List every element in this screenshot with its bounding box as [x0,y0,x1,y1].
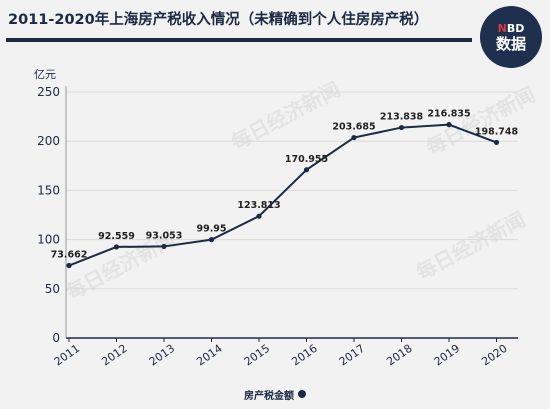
x-tick-label: 2020 [479,342,509,369]
title-divider [6,38,472,42]
legend-label: 房产税金额 [244,390,294,402]
x-tick-label: 2011 [52,342,82,369]
data-label: 73.662 [51,250,88,261]
axes: 0 50 100 150 200 250 2011 2012 2013 2014 2015 2016 2… [37,85,518,368]
x-tick-label: 2014 [194,342,224,369]
data-label: 213.838 [380,112,424,123]
data-point [66,262,72,269]
data-point [303,167,310,173]
data-label: 92.559 [98,231,135,242]
y-axis-unit-label: 亿元 [34,68,56,81]
y-tick-label: 250 [37,85,60,99]
x-tick-label: 2019 [432,342,462,369]
legend-marker [298,390,306,398]
data-point [161,243,167,250]
data-point [208,237,215,243]
series-line-path [68,123,497,267]
y-tick-label: 150 [37,183,60,197]
x-tick-label: 2013 [147,342,177,369]
data-point [351,134,357,141]
x-tick-label: 2016 [289,342,319,369]
data-point [446,122,452,128]
y-tick-label: 0 [52,331,60,345]
data-point [398,124,405,131]
x-tick-label: 2017 [337,342,367,369]
legend: 房产税金额 [0,386,550,402]
data-label: 203.685 [332,122,375,133]
y-tick-label: 200 [37,134,60,148]
data-label: 216.835 [427,109,470,120]
data-label: 198.748 [475,126,519,137]
data-label: 123.813 [237,200,280,211]
data-label: 99.95 [196,224,226,235]
nbd-data-logo: NBD 数据 [480,6,542,68]
logo-text-top: NBD [498,22,525,35]
data-point [113,244,120,250]
logo-letters-bd: BD [506,21,525,35]
chart-title: 2011-2020年上海房产税收入情况（未精确到个人住房房产税） [8,12,429,28]
data-point [493,139,500,146]
logo-letter-n: N [497,21,507,35]
data-label: 170.955 [285,154,328,165]
gridlines [66,91,518,290]
data-label: 93.053 [146,230,183,241]
x-tick-label: 2018 [384,342,414,369]
x-tick-label: 2012 [99,342,129,369]
y-tick-label: 100 [37,233,60,247]
y-tick-label: 50 [45,282,60,296]
x-tick-label: 2015 [242,342,272,369]
series-line: 73.662 92.559 93.053 99.95 123.813 170.955 203… [51,109,519,269]
logo-text-bottom: 数据 [495,34,526,53]
data-point [256,213,262,219]
